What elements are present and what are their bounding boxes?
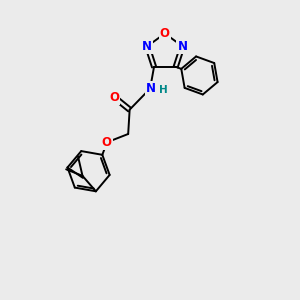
Text: N: N (142, 40, 152, 53)
Text: O: O (109, 91, 119, 103)
Text: O: O (102, 136, 112, 149)
Text: N: N (177, 40, 188, 53)
Text: N: N (146, 82, 155, 95)
Text: O: O (160, 27, 170, 40)
Text: H: H (159, 85, 168, 95)
